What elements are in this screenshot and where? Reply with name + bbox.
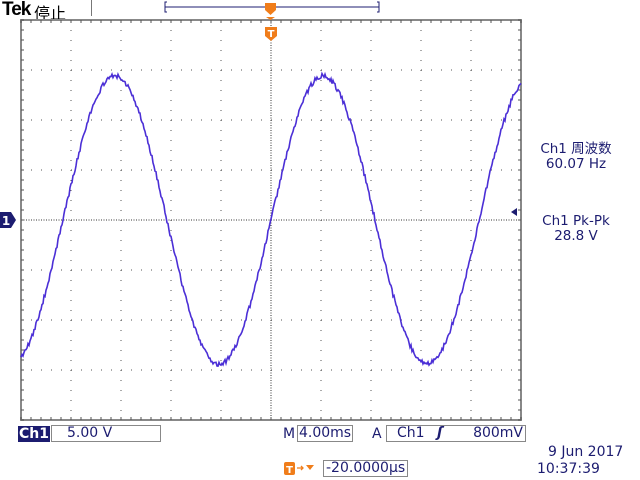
trigger-source: Ch1	[397, 425, 425, 441]
measurement-frequency: Ch1 周波数 60.07 Hz	[516, 142, 636, 172]
trigger-settings[interactable]: Ch1 ʃ 800mV	[386, 425, 526, 442]
trigger-mode: A	[372, 426, 382, 442]
measurement-label: Ch1 周波数	[516, 142, 636, 157]
svg-text:1: 1	[2, 214, 10, 228]
ch1-ground-marker[interactable]: 1	[0, 212, 16, 228]
measurement-value: 28.8 V	[516, 229, 636, 244]
oscilloscope-screen: Tek 停止 T 1 Ch1 周波数 60.07 Hz Ch1 Pk-Pk 28…	[0, 0, 640, 480]
time: 10:37:39	[537, 461, 600, 477]
volts-per-div[interactable]: 5.00 V	[51, 425, 161, 442]
svg-text:T: T	[286, 465, 293, 476]
measurement-label: Ch1 Pk-Pk	[516, 214, 636, 229]
horizontal-position[interactable]: -20.0000µs	[323, 460, 408, 477]
trigger-level: 800mV	[473, 426, 523, 441]
measurement-value: 60.07 Hz	[516, 157, 636, 172]
svg-text:T: T	[268, 29, 275, 40]
measurement-pkpk: Ch1 Pk-Pk 28.8 V	[516, 214, 636, 244]
timebase-prefix: M	[283, 426, 295, 442]
rising-edge-icon: ʃ	[437, 425, 443, 441]
date: 9 Jun 2017	[548, 444, 623, 460]
timebase[interactable]: 4.00ms	[297, 425, 353, 442]
ch1-badge[interactable]: Ch1	[18, 426, 50, 442]
